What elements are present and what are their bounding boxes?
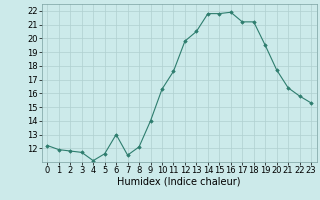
X-axis label: Humidex (Indice chaleur): Humidex (Indice chaleur) [117, 177, 241, 187]
